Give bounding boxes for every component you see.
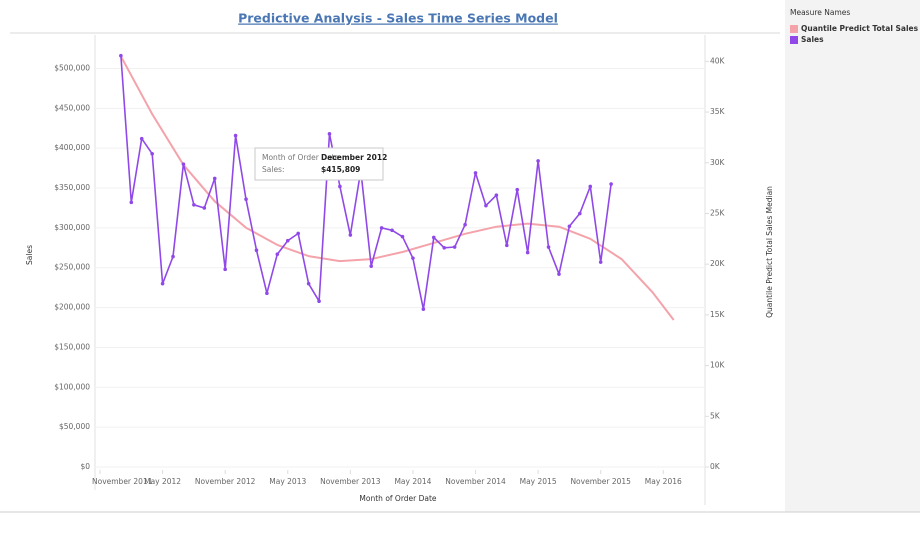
data-point xyxy=(244,197,248,201)
x-tick-label: May 2015 xyxy=(520,477,557,486)
data-point xyxy=(338,184,342,189)
y2-tick-label: 15K xyxy=(710,310,726,319)
data-point xyxy=(275,252,280,256)
legend-swatch xyxy=(790,25,798,33)
data-point xyxy=(265,291,269,296)
data-point xyxy=(400,234,405,239)
x-tick-label: November 2011 xyxy=(92,477,153,486)
x-tick-label: May 2014 xyxy=(394,477,431,486)
series-line xyxy=(120,55,612,310)
data-point xyxy=(484,203,488,208)
data-point xyxy=(348,233,353,237)
data-point xyxy=(525,250,530,255)
y2-tick-label: 5K xyxy=(710,411,721,420)
x-tick-label: May 2016 xyxy=(645,477,682,486)
legend-label: Quantile Predict Total Sales .. xyxy=(801,24,920,33)
legend-title: Measure Names xyxy=(790,8,850,17)
y2-tick-label: 20K xyxy=(710,259,726,268)
data-point xyxy=(390,228,394,233)
y-tick-label: $400,000 xyxy=(54,143,90,152)
data-point xyxy=(306,281,311,286)
data-point xyxy=(139,136,144,141)
x-axis-title: Month of Order Date xyxy=(359,494,437,503)
data-point xyxy=(327,132,332,136)
legend-label: Sales xyxy=(801,35,824,44)
tooltip-label: Month of Order Date: xyxy=(262,153,342,162)
y2-tick-label: 30K xyxy=(710,158,726,167)
y-tick-label: $100,000 xyxy=(54,382,90,391)
data-point xyxy=(160,281,165,286)
tooltip-value: December 2012 xyxy=(321,153,387,162)
data-point xyxy=(129,200,134,205)
y-tick-label: $300,000 xyxy=(54,223,90,232)
x-tick-label: May 2012 xyxy=(144,477,181,486)
tooltip-box xyxy=(254,147,384,181)
y-tick-label: $250,000 xyxy=(54,263,90,272)
series-line xyxy=(120,55,675,321)
x-tick-label: November 2015 xyxy=(570,477,631,486)
data-point xyxy=(515,187,520,192)
data-point xyxy=(119,53,123,58)
data-point xyxy=(442,246,447,250)
data-point xyxy=(588,184,593,189)
data-point xyxy=(317,299,321,304)
data-point xyxy=(223,267,227,272)
y2-tick-label: 10K xyxy=(710,361,726,370)
data-point xyxy=(285,238,290,243)
chart-title[interactable]: Predictive Analysis - Sales Time Series … xyxy=(238,11,558,26)
x-tick-label: November 2014 xyxy=(445,477,506,486)
data-point xyxy=(254,248,259,253)
y-tick-label: $50,000 xyxy=(59,422,90,431)
tooltip: Month of Order Date: December 2012 Sales… xyxy=(254,147,387,181)
x-tick-label: May 2013 xyxy=(269,477,306,486)
y-tick-label: $450,000 xyxy=(54,103,90,112)
y2-axis-title: Quantile Predict Total Sales Median xyxy=(765,186,774,318)
legend-swatch xyxy=(790,36,798,44)
data-point xyxy=(296,231,300,236)
plot: $0 $50,000 $100,000 $150,000 $200,000 $250,00… xyxy=(54,53,726,486)
data-point xyxy=(505,243,509,248)
y-axis-title: Sales xyxy=(25,245,34,265)
data-point xyxy=(233,133,238,138)
y2-tick-label: 0K xyxy=(710,462,721,471)
data-point xyxy=(557,272,561,276)
data-point xyxy=(212,176,217,181)
data-point xyxy=(473,171,478,175)
data-point xyxy=(171,254,175,259)
data-point xyxy=(598,260,603,264)
data-point xyxy=(452,245,457,249)
data-point xyxy=(379,226,384,230)
data-point xyxy=(546,245,551,249)
y-tick-label: $200,000 xyxy=(54,303,90,312)
y2-tick-label: 35K xyxy=(710,107,726,116)
data-point xyxy=(609,182,613,186)
data-point xyxy=(536,159,540,163)
data-point xyxy=(567,224,572,229)
data-point xyxy=(369,264,374,268)
data-point xyxy=(431,235,436,240)
y-tick-label: $150,000 xyxy=(54,342,90,351)
data-point xyxy=(494,193,499,198)
data-point xyxy=(411,256,415,260)
y2-tick-label: 40K xyxy=(710,56,726,65)
tooltip-value: $415,809 xyxy=(321,165,360,174)
y-tick-label: $0 xyxy=(80,462,90,471)
data-point xyxy=(421,307,426,311)
data-point xyxy=(463,222,467,227)
data-point xyxy=(202,206,207,210)
y2-tick-label: 25K xyxy=(710,208,726,217)
data-point xyxy=(578,211,582,216)
tooltip-label: Sales: xyxy=(262,165,285,174)
data-point xyxy=(192,202,196,207)
data-point xyxy=(181,162,186,166)
y-tick-label: $350,000 xyxy=(54,183,90,192)
data-point xyxy=(150,151,154,156)
x-tick-label: November 2012 xyxy=(195,477,256,486)
x-tick-label: November 2013 xyxy=(320,477,381,486)
y-tick-label: $500,000 xyxy=(54,63,90,72)
legend-panel xyxy=(785,0,920,512)
